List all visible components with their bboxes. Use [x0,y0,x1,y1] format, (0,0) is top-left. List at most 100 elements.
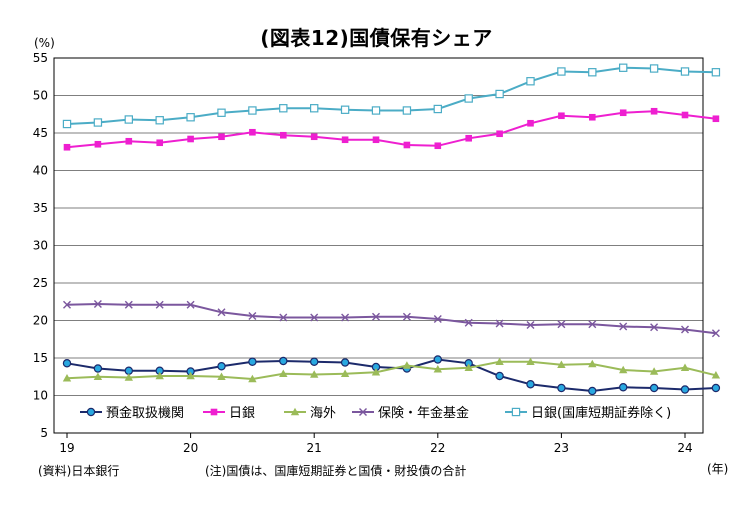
y-tick-label: 55 [33,51,48,65]
data-point [217,372,226,380]
data-point [588,320,597,329]
y-tick-label: 45 [33,126,48,140]
series-line [66,302,717,335]
data-point [155,300,164,309]
data-point [217,108,226,117]
data-point [681,111,689,119]
data-point [371,106,381,115]
data-point [680,67,690,76]
data-point [589,113,596,121]
data-point [619,383,628,392]
data-point [62,374,72,382]
data-point [681,325,689,334]
x-tick-label: 19 [59,441,74,455]
data-point [186,113,195,122]
data-point [495,357,504,365]
data-point [93,372,103,380]
series-line [66,358,716,393]
data-point [187,135,194,143]
data-point [248,374,257,383]
data-point [402,106,412,115]
data-point [186,300,195,309]
data-point [557,360,566,368]
data-point [124,366,134,375]
data-point [63,300,71,309]
data-point [711,383,721,393]
data-point [341,313,350,322]
data-point [124,373,133,381]
data-point [619,365,628,374]
legend-marker [359,408,367,416]
data-point [680,385,690,394]
y-tick-label: 25 [33,276,48,290]
data-point [217,308,226,317]
data-point [649,367,659,375]
data-point [340,105,350,114]
legend-label: 保険・年金基金 [378,405,469,421]
legend-marker [511,407,521,417]
data-point [371,368,381,376]
data-point [557,320,566,329]
data-point [310,104,319,113]
data-point [217,362,226,371]
data-point [279,313,288,322]
data-point [495,89,504,99]
y-tick-label: 10 [33,389,48,403]
data-point [248,312,257,320]
legend-marker [210,408,218,416]
data-point [496,130,503,138]
x-tick-label: 21 [307,441,322,455]
data-point [557,383,566,393]
data-point [433,365,442,373]
data-point [340,369,350,377]
data-point [93,300,102,308]
data-point [218,133,225,141]
data-point [650,107,658,115]
data-point [124,115,133,124]
data-point [649,383,659,393]
data-point [558,112,565,120]
y-tick-label: 40 [33,164,48,178]
data-point [711,68,721,77]
legend-label: 海外 [310,406,336,421]
data-point [94,140,102,148]
data-point [495,319,504,328]
x-tick-label: 20 [183,441,198,455]
data-point [649,64,659,73]
data-point [712,115,720,123]
data-point [372,136,380,144]
data-point [310,357,319,366]
x-tick-label: 24 [677,441,692,455]
series-line [66,110,717,149]
data-point [588,359,597,368]
data-point [248,357,257,366]
y-tick-label: 50 [33,89,48,103]
y-tick-label: 20 [33,314,48,328]
data-point [464,94,473,103]
data-point [433,315,442,323]
y-axis-unit: (%) [34,36,55,50]
data-point [63,143,71,151]
data-point [310,370,319,378]
data-point [495,371,504,381]
data-point [372,312,380,321]
data-point [93,364,103,373]
data-point [526,357,535,365]
data-point [248,106,257,115]
legend-label: 日銀(国庫短期証券除く) [531,405,671,421]
data-point [619,322,628,331]
data-point [279,369,288,377]
y-tick-label: 15 [33,351,48,365]
data-point [526,77,535,86]
data-point [464,318,473,327]
data-point [279,104,288,113]
y-tick-label: 35 [33,201,48,215]
data-point [402,312,411,321]
data-point [156,139,163,147]
data-point [341,136,349,144]
data-point [680,363,690,371]
series-line [66,360,717,381]
data-point [62,119,72,129]
data-point [155,116,164,125]
